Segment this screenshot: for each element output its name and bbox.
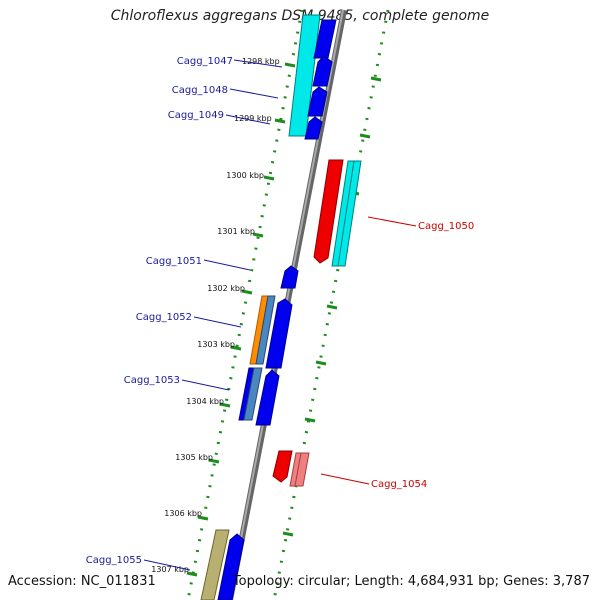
gene-label-cagg-1048[interactable]: Cagg_1048: [172, 85, 228, 96]
map-title: Chloroflexus aggregans DSM 9485, complet…: [110, 8, 490, 24]
tick-label-1303: 1303 kbp: [197, 340, 235, 349]
cds-cagg-1053-track[interactable]: [238, 367, 280, 426]
tick-label-1300: 1300 kbp: [226, 171, 264, 180]
gene-label-cagg-1055[interactable]: Cagg_1055: [86, 555, 142, 566]
tick-label-1298: 1298 kbp: [242, 57, 280, 66]
tick-label-1305: 1305 kbp: [175, 453, 213, 462]
tick-label-1307: 1307 kbp: [151, 565, 189, 574]
gene-label-cagg-1053[interactable]: Cagg_1053: [124, 375, 180, 386]
tick-ring-inner: [186, 9, 304, 600]
gene-label-cagg-1051[interactable]: Cagg_1051: [146, 256, 202, 267]
tick-label-1301: 1301 kbp: [217, 227, 255, 236]
gene-labels-forward: Cagg_1047 Cagg_1048 Cagg_1049 Cagg_1051 …: [86, 56, 233, 566]
tick-ring-outer: [272, 9, 390, 600]
gene-labels-reverse: Cagg_1050 Cagg_1054: [371, 221, 474, 490]
major-ticks-inner: [186, 62, 296, 577]
tick-label-1302: 1302 kbp: [207, 284, 245, 293]
genome-summary-text: Topology: circular; Length: 4,684,931 bp…: [232, 574, 590, 589]
cds-cagg-1054-track[interactable]: [272, 450, 310, 487]
tick-label-1299: 1299 kbp: [234, 114, 272, 123]
label-leaders-forward: [143, 59, 283, 571]
cds-cagg-1055-track[interactable]: [200, 529, 245, 600]
gene-label-cagg-1052[interactable]: Cagg_1052: [136, 312, 192, 323]
gene-label-cagg-1047[interactable]: Cagg_1047: [177, 56, 233, 67]
tick-labels: 1298 kbp 1299 kbp 1300 kbp 1301 kbp 1302…: [151, 57, 279, 574]
gene-label-cagg-1049[interactable]: Cagg_1049: [168, 110, 224, 121]
tick-label-1306: 1306 kbp: [164, 509, 202, 518]
cds-cagg-1049-arrow[interactable]: [304, 86, 328, 140]
cds-cagg-1050-track[interactable]: [313, 159, 362, 267]
tick-label-1304: 1304 kbp: [186, 397, 224, 406]
accession-text: Accession: NC_011831: [8, 574, 156, 589]
cds-cagg-1051-arrow[interactable]: [280, 265, 299, 289]
cds-cagg-1048-arrow[interactable]: [312, 55, 333, 87]
gene-label-cagg-1054[interactable]: Cagg_1054: [371, 479, 427, 490]
cds-cagg-1052-track[interactable]: [249, 295, 293, 369]
label-leaders-reverse: [320, 216, 417, 485]
gene-label-cagg-1050[interactable]: Cagg_1050: [418, 221, 474, 232]
